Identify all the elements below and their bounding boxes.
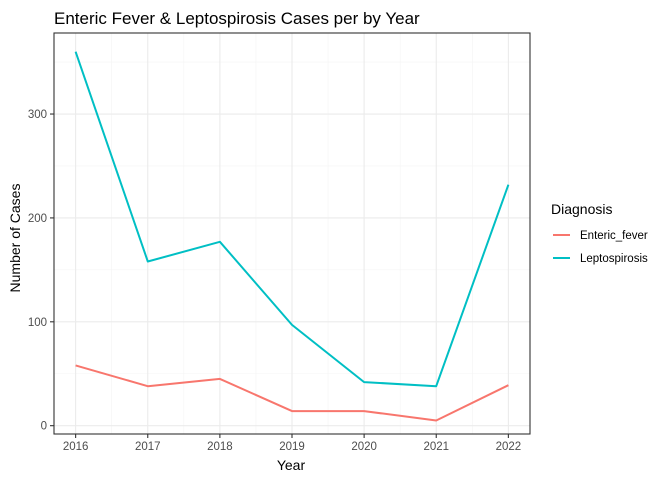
legend-label-enteric-fever: Enteric_fever [580,230,648,242]
x-tick-label: 2017 [135,441,161,453]
legend: Diagnosis Enteric_fever Leptospirosis [551,201,648,265]
y-tick-label: 0 [41,421,47,433]
grid-major-x [75,33,509,434]
x-axis-title: Year [277,457,306,473]
x-axis-ticks: 2016 2017 2018 2019 2020 2021 2022 [63,434,521,453]
chart-title: Enteric Fever & Leptospirosis Cases per … [54,9,420,28]
y-tick-label: 300 [28,109,47,121]
series-lines [74,51,510,422]
x-tick-label: 2016 [63,441,89,453]
x-tick-label: 2022 [496,441,522,453]
series-line-leptospirosis [74,51,510,388]
grid-major-y [54,113,530,427]
x-tick-label: 2021 [423,441,449,453]
x-tick-label: 2019 [279,441,305,453]
x-tick-label: 2020 [351,441,377,453]
series-line-enteric-fever [75,364,509,422]
legend-title: Diagnosis [551,201,612,217]
legend-items: Enteric_fever Leptospirosis [553,230,648,265]
y-axis-title: Number of Cases [7,184,23,293]
y-tick-label: 200 [28,213,47,225]
y-tick-label: 100 [28,317,47,329]
x-tick-label: 2018 [207,441,233,453]
y-axis-ticks: 0 100 200 300 [28,109,54,433]
grid-minor-x [111,33,473,434]
legend-label-leptospirosis: Leptospirosis [580,253,648,265]
plot-panel [53,32,531,435]
